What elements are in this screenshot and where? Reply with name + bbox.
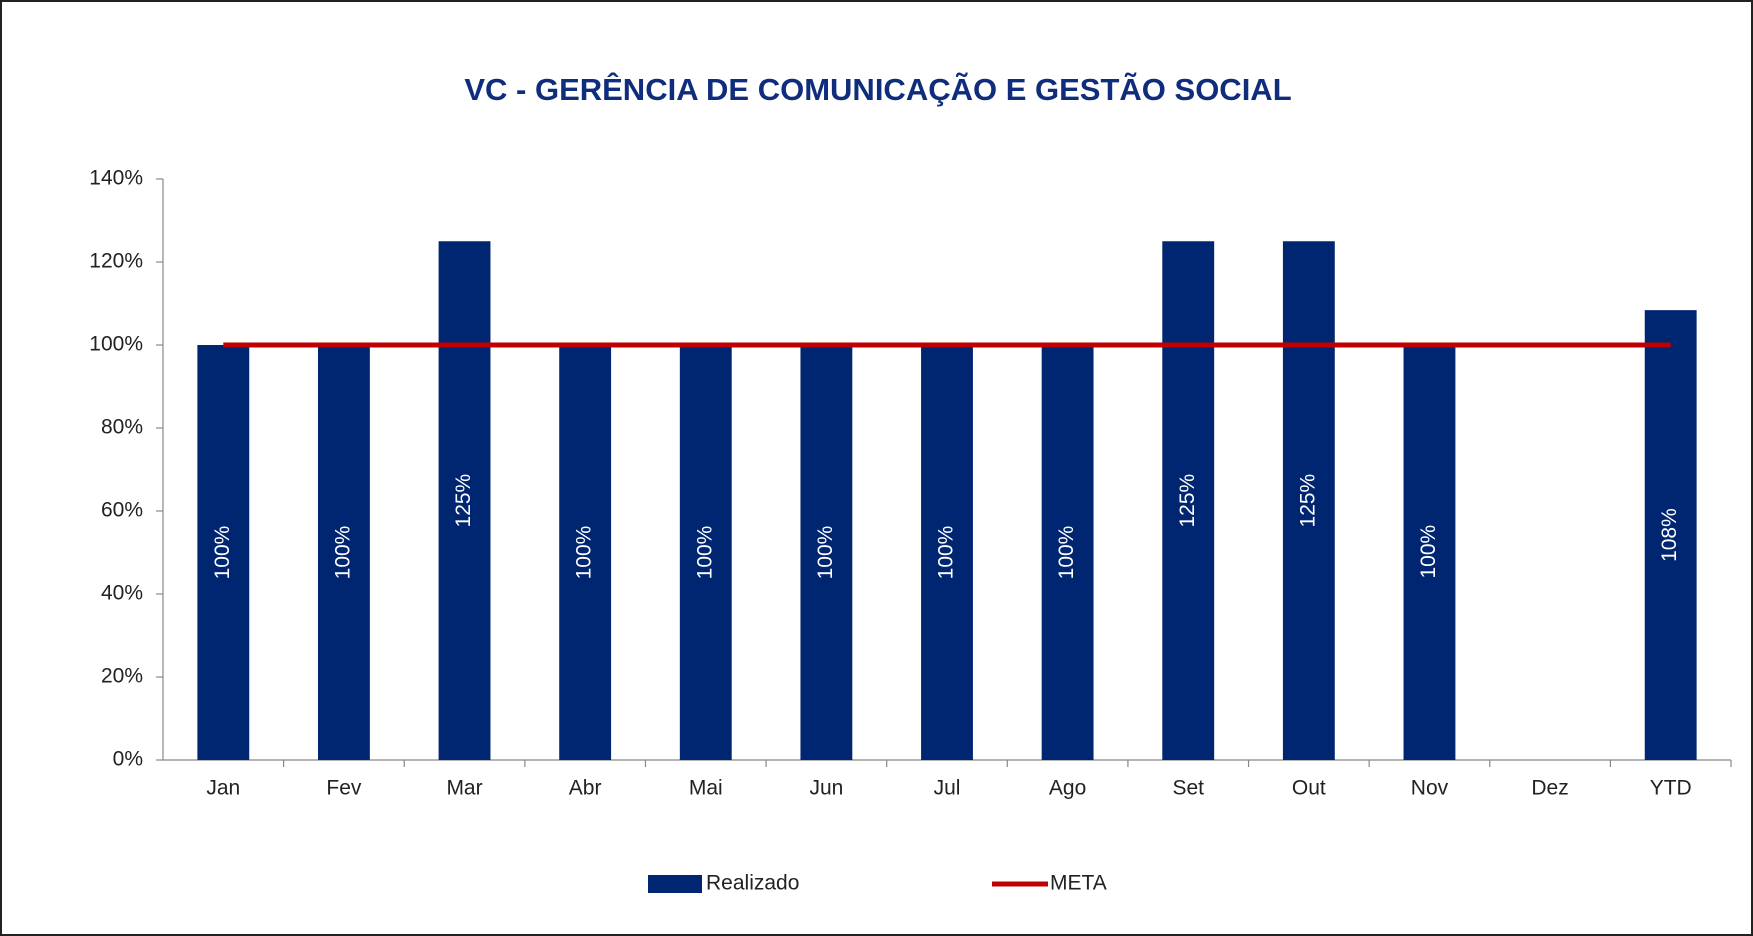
bar	[1041, 345, 1094, 760]
data-label: 108%	[1658, 508, 1681, 562]
x-tick-label: Jun	[809, 777, 843, 800]
x-tick-label: YTD	[1650, 777, 1692, 800]
data-label: 125%	[452, 474, 475, 528]
data-label: 100%	[693, 526, 716, 580]
x-tick-label: Jul	[934, 777, 961, 800]
bar	[1403, 343, 1456, 760]
bar	[1162, 241, 1215, 760]
bar	[800, 345, 853, 760]
x-tick-label: Jan	[206, 777, 240, 800]
x-tick-label: Fev	[326, 777, 362, 800]
bar	[438, 241, 491, 760]
y-tick-label: 100%	[89, 333, 143, 356]
bar	[1644, 310, 1697, 760]
x-tick-label: Mai	[689, 777, 723, 800]
data-label: 125%	[1296, 474, 1319, 528]
data-label: 100%	[935, 526, 958, 580]
x-tick-label: Ago	[1049, 777, 1086, 800]
x-tick-label: Out	[1292, 777, 1326, 800]
data-label: 125%	[1176, 474, 1199, 528]
bar	[921, 345, 973, 760]
y-tick-label: 40%	[101, 582, 143, 605]
bar	[197, 345, 250, 760]
bar	[1282, 241, 1335, 760]
x-tick-label: Abr	[569, 777, 602, 800]
data-label: 100%	[331, 526, 354, 580]
y-tick-label: 0%	[113, 748, 143, 771]
x-tick-label: Nov	[1411, 777, 1449, 800]
legend-swatch	[648, 875, 702, 893]
bar	[317, 345, 370, 760]
x-tick-label: Mar	[446, 777, 482, 800]
data-label: 100%	[814, 526, 837, 580]
bar	[559, 345, 612, 760]
chart-title: VC - GERÊNCIA DE COMUNICAÇÃO E GESTÃO SO…	[464, 71, 1291, 107]
y-tick-label: 20%	[101, 665, 143, 688]
data-label: 100%	[1417, 525, 1440, 579]
bar	[679, 345, 732, 760]
y-tick-label: 80%	[101, 416, 143, 439]
legend-label: META	[1050, 872, 1107, 895]
x-tick-label: Set	[1172, 777, 1204, 800]
data-label: 100%	[211, 526, 234, 580]
x-tick-label: Dez	[1531, 777, 1568, 800]
y-tick-label: 140%	[89, 167, 143, 190]
y-tick-label: 120%	[89, 250, 143, 273]
data-label: 100%	[573, 526, 596, 580]
y-tick-label: 60%	[101, 499, 143, 522]
data-label: 100%	[1055, 526, 1078, 580]
legend-label: Realizado	[706, 872, 799, 895]
